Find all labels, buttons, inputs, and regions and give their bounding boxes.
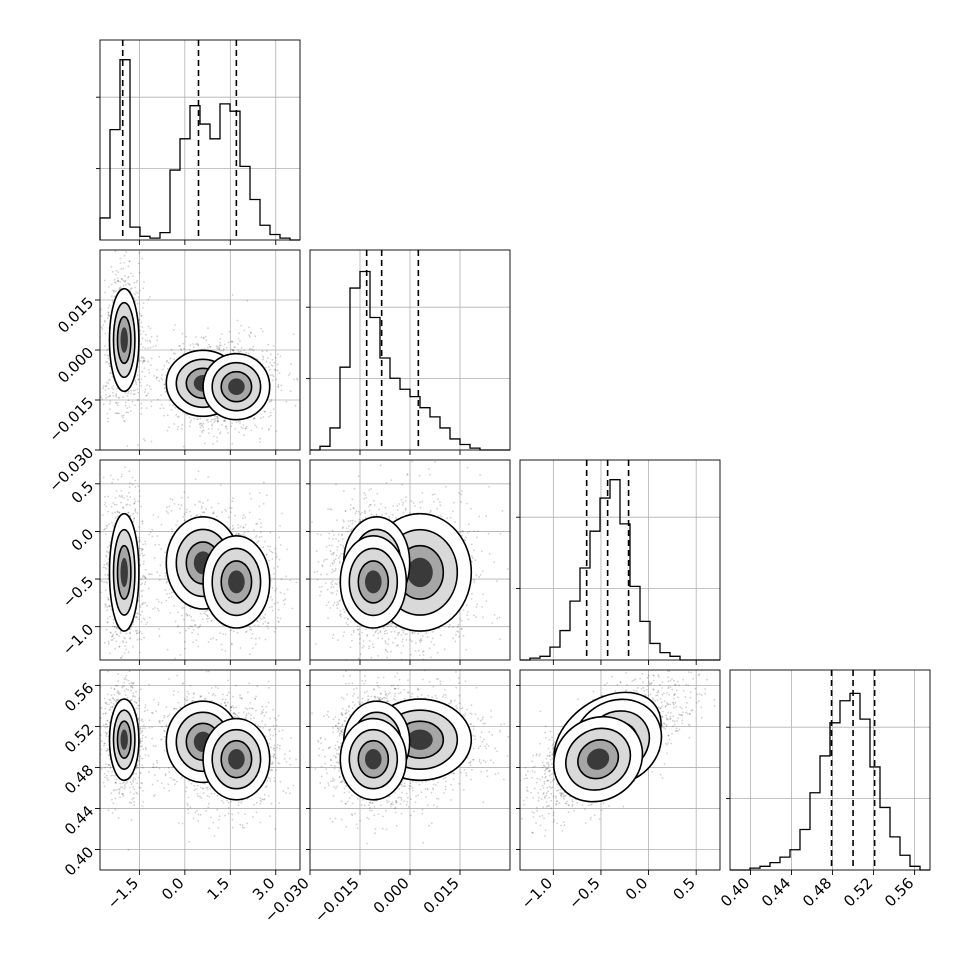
x-tick-label: 1.5 <box>204 874 234 904</box>
contour-level-3 <box>577 739 620 780</box>
x-tick-label: 0.44 <box>758 874 794 910</box>
panel-3-4 <box>519 669 721 871</box>
contour-level-2 <box>348 728 399 790</box>
contour-level-3 <box>220 739 253 779</box>
contour-level-1 <box>339 717 408 801</box>
y-tick-label: −0.015 <box>45 394 97 446</box>
scatter-2-3 <box>311 460 510 660</box>
x-tick-label: −0.015 <box>311 874 363 926</box>
contour-level-2 <box>211 361 262 412</box>
contour-level-1 <box>108 287 140 393</box>
y-tick-label: 0.56 <box>61 679 97 715</box>
x-tick-label: 0.5 <box>669 874 699 904</box>
contour-level-2 <box>348 547 399 617</box>
x-tick-label: 0.0 <box>158 874 188 904</box>
scatter-3-4 <box>520 670 720 837</box>
contour-level-1 <box>552 715 644 803</box>
y-tick-label: −1.0 <box>59 620 97 658</box>
y-tick-label: 0.000 <box>54 344 97 387</box>
x-tick-label: 0.000 <box>370 874 413 917</box>
contour-level-2 <box>565 727 632 791</box>
y-tick-label: 0.44 <box>61 802 97 838</box>
y-tick-label: 0.5 <box>68 477 98 507</box>
grid <box>310 250 510 450</box>
scatter-1-4 <box>100 670 297 851</box>
histogram-panel-3 <box>519 459 721 661</box>
contour-level-1 <box>108 512 140 632</box>
y-tick-label: 0.48 <box>61 761 97 797</box>
contour-level-2 <box>211 547 262 617</box>
histogram-4 <box>730 692 930 871</box>
x-tick-label: 0.52 <box>840 874 876 910</box>
histogram-panel-4 <box>729 669 931 871</box>
scatter-2-4 <box>311 670 510 845</box>
panel-1-3 <box>99 459 301 661</box>
scatter-1-2 <box>100 250 299 448</box>
contour-level-2 <box>112 528 136 616</box>
histogram-3 <box>520 479 720 661</box>
y-tick-label: −0.5 <box>59 573 97 611</box>
x-tick-label: −1.0 <box>518 874 556 912</box>
x-tick-label: 0.48 <box>799 874 835 910</box>
scatter-1-3 <box>100 466 298 660</box>
x-tick-label: 0.40 <box>717 874 753 910</box>
grid <box>730 670 930 870</box>
contour-level-3 <box>220 370 253 403</box>
x-tick-label: 0.015 <box>420 874 463 917</box>
contour-level-3 <box>220 560 253 604</box>
contour-level-3 <box>357 739 390 779</box>
y-tick-label: 0.40 <box>61 843 97 879</box>
histogram-panel-1 <box>99 39 301 241</box>
contour-level-1 <box>202 535 271 629</box>
grid <box>100 40 300 240</box>
contour-level-1 <box>108 698 140 782</box>
contour-level-2 <box>112 709 136 771</box>
y-tick-label: 0.0 <box>68 525 98 555</box>
histogram-2 <box>310 270 510 451</box>
contour-level-1 <box>202 352 271 421</box>
contour-level-1 <box>202 717 271 801</box>
y-tick-label: 0.015 <box>54 294 97 337</box>
x-tick-label: −0.5 <box>565 874 603 912</box>
contour-level-1 <box>339 535 408 629</box>
histogram-1 <box>99 59 300 241</box>
x-tick-label: −1.5 <box>104 874 142 912</box>
contour-level-2 <box>211 728 262 790</box>
contour-level-3 <box>116 544 132 600</box>
panel-1-4 <box>99 669 301 871</box>
x-tick-label: 0.56 <box>881 874 917 910</box>
contour-level-3 <box>116 720 132 760</box>
contour-level-2 <box>112 301 136 379</box>
y-tick-label: 0.52 <box>61 720 97 756</box>
contour-level-3 <box>357 560 390 604</box>
contour-level-3 <box>116 315 132 365</box>
x-tick-label: 0.0 <box>622 874 652 904</box>
